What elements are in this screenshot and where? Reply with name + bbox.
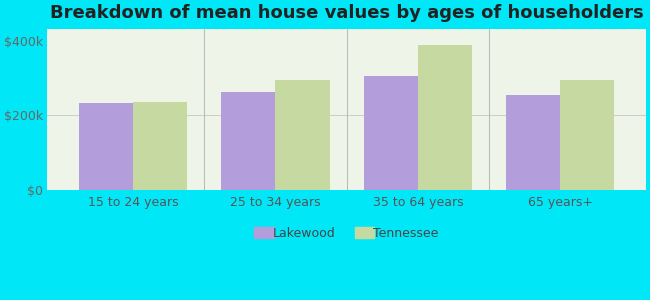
- Legend: Lakewood, Tennessee: Lakewood, Tennessee: [250, 222, 444, 245]
- Bar: [560, 80, 614, 190]
- Bar: [79, 103, 133, 190]
- Bar: [221, 92, 276, 190]
- Bar: [364, 76, 418, 190]
- Bar: [276, 80, 330, 190]
- Bar: [506, 95, 560, 190]
- Bar: [418, 45, 472, 190]
- Bar: [133, 102, 187, 190]
- Title: Breakdown of mean house values by ages of householders: Breakdown of mean house values by ages o…: [50, 4, 644, 22]
